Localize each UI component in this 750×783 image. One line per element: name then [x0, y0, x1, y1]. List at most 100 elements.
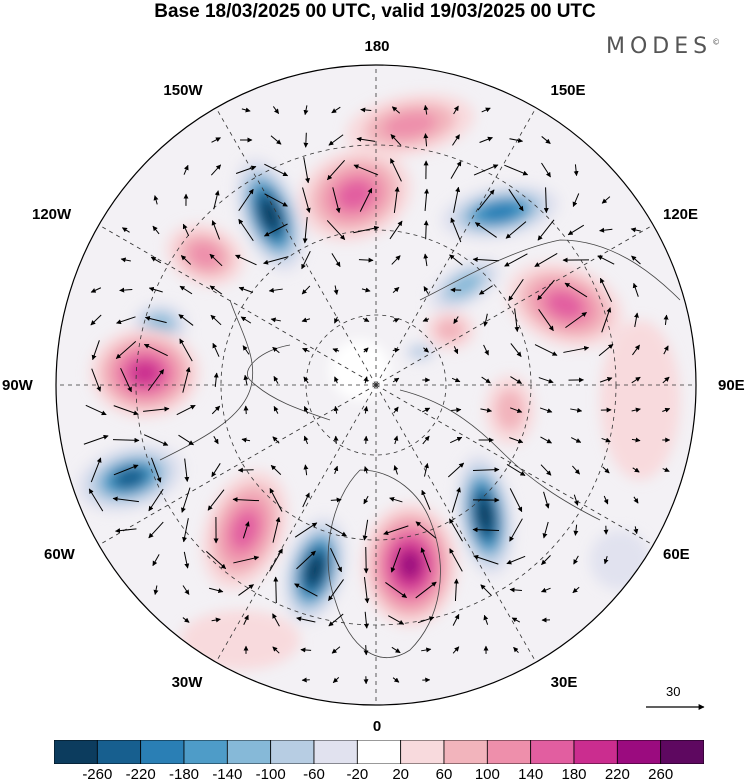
field-layer: [56, 65, 696, 705]
wind-vector: [85, 404, 107, 416]
wind-vector: [534, 253, 558, 267]
wind-vector: [542, 521, 549, 539]
coastline: [327, 469, 441, 659]
meridian: [375, 224, 654, 386]
wind-vector: [151, 457, 162, 483]
wind-vector: [363, 376, 369, 384]
meridian: [215, 107, 377, 386]
wind-vector: [473, 554, 499, 565]
meridian: [375, 384, 537, 663]
wind-vector: [90, 314, 102, 326]
wind-vector: [112, 437, 140, 443]
anomaly-contour: [590, 530, 650, 590]
anomaly-contour: [231, 510, 259, 550]
wind-vector: [599, 277, 613, 302]
wind-vector: [113, 464, 139, 476]
wind-vector: [509, 518, 523, 542]
wind-vector: [662, 376, 670, 384]
wind-vector: [630, 227, 641, 233]
meridian: [98, 384, 377, 546]
wind-vector: [272, 436, 280, 444]
latitude-circle: [305, 314, 447, 456]
wind-vector: [539, 407, 553, 413]
wind-vector: [573, 164, 579, 177]
wind-vector: [211, 405, 221, 415]
wind-vector: [480, 407, 493, 413]
wind-vector: [421, 647, 432, 653]
wind-vector: [270, 135, 282, 145]
wind-vector: [363, 466, 369, 474]
graticule: [56, 65, 696, 705]
longitude-label: 150W: [163, 82, 203, 99]
wind-vector: [504, 164, 529, 176]
wind-vector: [264, 163, 289, 177]
wind-vector: [296, 550, 316, 570]
wind-vector: [272, 613, 280, 627]
wind-vector: [453, 316, 459, 324]
wind-vector: [330, 497, 342, 503]
wind-vector: [91, 368, 102, 392]
wind-vector: [120, 367, 132, 393]
wind-vector: [452, 134, 460, 146]
wind-vector: [481, 107, 491, 113]
wind-vector: [479, 136, 493, 143]
wind-vector: [273, 375, 279, 384]
wind-vector: [272, 106, 280, 114]
wind-vector: [143, 343, 168, 357]
wind-vector: [179, 285, 193, 295]
colorbar-tick-label: -100: [255, 766, 286, 783]
colorbar-tick-label: 180: [561, 766, 587, 783]
wind-vector: [573, 494, 579, 506]
wind-vector: [633, 496, 639, 504]
colorbar-cell: [54, 740, 98, 764]
wind-vector: [152, 225, 160, 235]
wind-vector: [238, 218, 254, 242]
wind-vector: [113, 405, 139, 416]
wind-vector: [509, 488, 523, 513]
wind-vector: [303, 157, 310, 184]
colorbar-tick-label: 140: [518, 766, 544, 783]
wind-vector: [421, 489, 431, 510]
wind-vector: [233, 555, 260, 564]
colorbar-tick-label: -140: [212, 766, 243, 783]
wind-vector: [392, 318, 400, 323]
wind-vector: [541, 136, 551, 144]
wind-vector: [210, 164, 222, 176]
wind-vector: [331, 106, 341, 114]
colorbar-cell: [660, 740, 704, 764]
colorbar-tick-label: -260: [82, 766, 113, 783]
wind-vector: [331, 253, 341, 268]
wind-vector: [235, 165, 257, 174]
wind-vector: [272, 516, 281, 543]
wind-vector: [511, 617, 521, 623]
wind-vector: [572, 465, 580, 475]
wind-vector: [326, 159, 346, 181]
wind-vector: [176, 404, 196, 416]
wind-vector: [181, 487, 191, 513]
wind-vector: [182, 518, 189, 543]
anomaly-contour: [188, 242, 222, 268]
wind-vector: [570, 407, 583, 413]
wind-vector: [634, 312, 639, 328]
anomaly-contour: [399, 551, 421, 579]
wind-vector: [358, 257, 374, 263]
polar-map: [55, 64, 705, 710]
wind-vector: [294, 522, 318, 538]
wind-vector: [205, 550, 227, 570]
wind-vector: [415, 581, 437, 599]
wind-vector: [449, 518, 463, 542]
wind-vector: [211, 463, 221, 478]
wind-vector: [116, 316, 136, 325]
wind-vector: [238, 584, 254, 596]
meridian: [98, 224, 377, 386]
wind-vector: [360, 107, 372, 113]
wind-vector: [510, 376, 522, 384]
wind-vector: [303, 435, 309, 445]
wind-vector: [148, 286, 163, 293]
wind-vector: [473, 164, 499, 176]
anomaly-contour: [112, 467, 148, 489]
wind-vector: [269, 548, 283, 572]
wind-vector: [541, 555, 551, 565]
colorbar-tick-label: 60: [435, 766, 453, 783]
colorbar-cell: [183, 740, 228, 764]
